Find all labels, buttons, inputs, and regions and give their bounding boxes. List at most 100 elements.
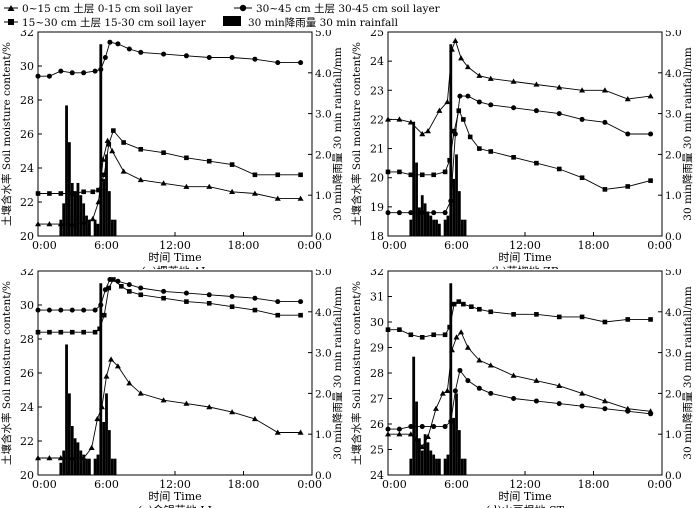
data-point-circle	[396, 210, 402, 216]
rainfall-bar	[423, 203, 427, 236]
rainfall-bar	[102, 421, 106, 475]
data-point-square	[534, 312, 539, 317]
data-point-triangle	[80, 219, 87, 225]
data-point-square	[161, 295, 166, 301]
data-point-square	[602, 319, 608, 325]
data-point-square	[275, 312, 281, 318]
y-tick-label: 23	[370, 84, 384, 97]
data-point-triangle	[274, 195, 281, 201]
legend-item-15-30cm: 15~30 cm 土层 15-30 cm soil layer	[4, 16, 207, 29]
series-line-0-15cm	[388, 39, 651, 135]
data-point-circle	[298, 60, 304, 66]
data-point-circle	[457, 93, 463, 99]
y2-tick-label: 1.0	[315, 429, 332, 441]
data-point-circle	[46, 73, 52, 79]
x-tick-label: 12:00	[159, 239, 191, 252]
data-point-triangle	[453, 334, 460, 340]
y-tick-label: 24	[20, 162, 34, 175]
y2-tick-label: 5.0	[665, 269, 682, 278]
data-point-square	[625, 317, 631, 322]
rainfall-bar	[426, 442, 430, 475]
data-point-triangle	[251, 415, 258, 422]
data-point-square	[556, 314, 562, 320]
rainfall-bar	[85, 458, 88, 475]
legend-label-15-30cm: 15~30 cm 土层 15-30 cm soil layer	[22, 16, 207, 29]
rainfall-bar	[435, 219, 438, 236]
rainfall-bar	[435, 458, 438, 475]
rainfall-bar	[437, 458, 441, 475]
data-point-triangle	[396, 116, 403, 122]
data-point-square	[648, 178, 653, 183]
data-point-triangle	[46, 455, 53, 461]
data-point-circle	[511, 105, 517, 111]
data-point-triangle	[396, 431, 403, 437]
data-point-circle	[138, 49, 144, 55]
data-point-circle	[419, 424, 425, 430]
rainfall-bar	[455, 154, 458, 236]
data-point-circle	[229, 55, 235, 60]
data-point-circle	[58, 307, 64, 313]
data-point-triangle	[251, 190, 258, 196]
y-tick-label: 30	[20, 60, 34, 73]
data-point-triangle	[46, 221, 53, 227]
rainfall-bar	[70, 182, 74, 236]
legend-item-0-15cm: 0~15 cm 土层 0-15 cm soil layer	[4, 2, 193, 15]
y-axis-label: 土壤含水率 Soil moisture content/%	[0, 281, 13, 465]
x-tick-label: 6:00	[94, 239, 119, 252]
plot-frame	[387, 31, 663, 237]
data-point-triangle	[487, 362, 494, 368]
data-point-triangle	[444, 387, 451, 394]
data-point-circle	[408, 424, 414, 430]
y-tick-label: 20	[20, 230, 34, 243]
x-tick-label: 18:00	[578, 478, 610, 491]
data-point-square	[69, 329, 75, 335]
legend-label-30-45cm: 30~45 cm 土层 30-45 cm soil layer	[256, 2, 441, 15]
data-point-triangle	[601, 398, 608, 404]
data-point-circle	[465, 378, 471, 384]
chart-panel-d: 24 25 26 27 28 29 30 31 32 0.0 1.0 2.0 3.0 4.0 5.0 0:00…	[350, 269, 694, 508]
rainfall-bar	[417, 438, 421, 475]
data-point-circle	[46, 307, 52, 313]
data-point-circle	[275, 299, 281, 305]
rainfall-bar	[460, 458, 464, 475]
data-point-triangle	[448, 46, 455, 52]
data-point-triangle	[98, 404, 105, 410]
data-point-circle	[115, 278, 121, 284]
series-line-30-45cm	[388, 369, 651, 430]
data-point-circle	[92, 307, 98, 313]
rainfall-bar	[62, 450, 66, 475]
y2-tick-label: 4.0	[665, 307, 682, 319]
triangle-marker-icon	[7, 5, 15, 11]
y-tick-label: 25	[370, 30, 384, 39]
data-point-triangle	[137, 390, 144, 396]
data-point-circle	[298, 299, 304, 305]
data-point-triangle	[476, 72, 483, 78]
y-tick-label: 29	[370, 342, 384, 355]
rainfall-bar	[457, 430, 461, 475]
y-tick-label: 22	[20, 196, 34, 209]
y-tick-label: 31	[370, 291, 384, 304]
rainfall-bar	[452, 417, 456, 475]
data-point-circle	[58, 68, 64, 74]
data-point-square	[556, 166, 562, 172]
y2-tick-label: 0.0	[315, 470, 332, 482]
data-point-triangle	[436, 107, 443, 113]
y2-tick-label: 0.0	[665, 231, 682, 243]
data-point-circle	[396, 426, 402, 432]
data-point-circle	[98, 66, 104, 72]
data-point-square	[477, 306, 482, 312]
data-point-triangle	[533, 81, 540, 87]
x-tick-label: 0:00	[297, 478, 322, 491]
data-point-square	[121, 140, 126, 145]
y-tick-label: 24	[370, 55, 384, 68]
data-point-circle	[442, 424, 448, 430]
y-tick-label: 21	[370, 143, 384, 156]
rainfall-bar	[62, 203, 66, 236]
data-point-circle	[138, 285, 144, 291]
rainfall-bar	[67, 393, 71, 475]
data-point-square	[447, 324, 452, 330]
data-point-triangle	[108, 356, 115, 362]
y-tick-label: 30	[370, 316, 384, 329]
rainfall-bar	[409, 219, 413, 236]
data-point-square	[298, 312, 303, 318]
